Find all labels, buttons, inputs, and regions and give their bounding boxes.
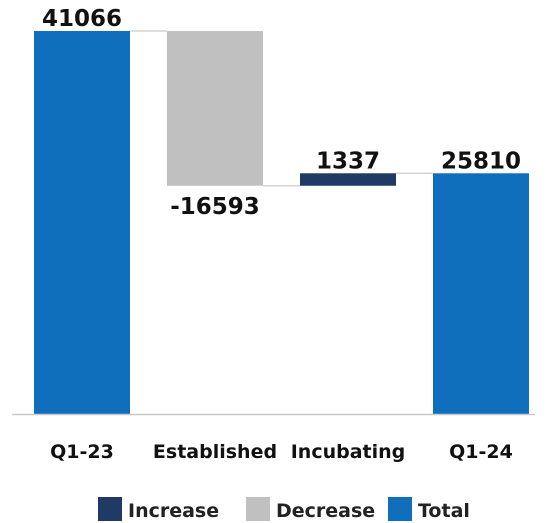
category-labels: Q1-23 Established Incubating Q1-24 — [50, 441, 513, 463]
value-label: -16593 — [170, 194, 260, 220]
category-label: Incubating — [291, 441, 406, 463]
connector-lines — [130, 30, 433, 187]
bars — [34, 31, 529, 414]
legend-swatch — [388, 497, 412, 521]
legend-label: Decrease — [276, 500, 375, 522]
bar-q1-23 — [34, 31, 130, 414]
legend-swatch — [246, 497, 270, 521]
value-label: 41066 — [42, 6, 122, 32]
value-label: 25810 — [441, 148, 521, 174]
legend-item-total: Total — [388, 497, 470, 522]
bar-incubating — [300, 173, 396, 186]
value-label: 1337 — [316, 148, 380, 174]
legend-swatch — [98, 497, 122, 521]
legend-label: Total — [418, 500, 470, 522]
legend: Increase Decrease Total — [98, 497, 470, 522]
value-labels: 41066 -16593 1337 25810 — [42, 6, 521, 220]
bar-q1-24 — [433, 173, 529, 414]
legend-item-decrease: Decrease — [246, 497, 375, 522]
legend-label: Increase — [128, 500, 219, 522]
category-label: Q1-23 — [50, 441, 114, 463]
bar-established — [167, 31, 263, 186]
category-label: Q1-24 — [449, 441, 513, 463]
category-label: Established — [153, 441, 277, 463]
legend-item-increase: Increase — [98, 497, 219, 522]
